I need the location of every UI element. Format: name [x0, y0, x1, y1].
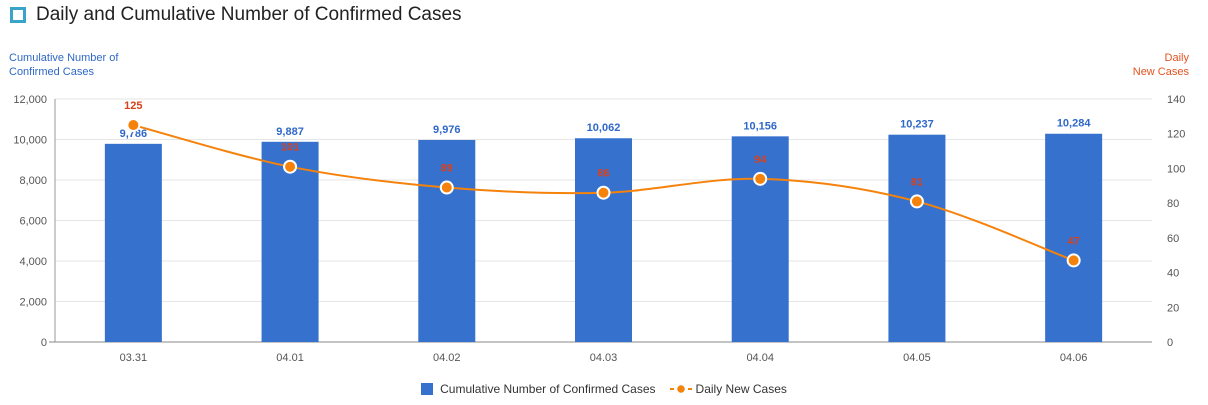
left-axis-tick-label: 10,000: [13, 135, 47, 147]
chart-title: Daily and Cumulative Number of Confirmed…: [36, 4, 462, 25]
left-axis-title: Cumulative Number of Confirmed Cases: [9, 52, 119, 78]
left-axis-tick-label: 4,000: [19, 256, 47, 268]
line-point-marker: [753, 171, 768, 186]
chart-header: Daily and Cumulative Number of Confirmed…: [10, 4, 462, 26]
legend-item-daily[interactable]: Daily New Cases: [669, 382, 787, 396]
bar-cumulative: [418, 139, 476, 342]
x-axis-tick-label: 04.06: [1060, 352, 1088, 364]
line-data-label: 86: [597, 168, 609, 180]
right-axis-tick-label: 60: [1167, 233, 1179, 245]
x-axis-tick-label: 04.02: [433, 352, 461, 364]
line-data-label: 101: [281, 142, 299, 154]
bar-cumulative: [1045, 133, 1103, 342]
bar-cumulative: [575, 138, 632, 342]
bar-swatch-icon: [421, 383, 434, 395]
right-axis-tick-label: 40: [1167, 268, 1179, 280]
line-point-marker: [1066, 253, 1081, 268]
bar-data-label: 10,062: [587, 122, 621, 134]
x-axis-tick-label: 04.01: [276, 352, 304, 364]
line-data-label: 47: [1068, 235, 1080, 247]
bar-cumulative: [731, 136, 789, 342]
bar-cumulative: [261, 141, 319, 342]
left-axis-tick-label: 8,000: [19, 175, 47, 187]
chart-legend: Cumulative Number of Confirmed Cases Dai…: [0, 382, 1208, 396]
x-axis-tick-label: 04.03: [590, 352, 618, 364]
bar-data-label: 9,887: [276, 126, 304, 138]
line-data-label: 89: [441, 163, 453, 175]
line-data-label: 94: [754, 154, 767, 166]
left-axis-tick-label: 0: [41, 337, 47, 349]
line-point-marker: [126, 118, 141, 133]
right-axis-tick-label: 120: [1167, 129, 1185, 141]
bar-data-label: 9,976: [433, 124, 461, 136]
bar-data-label: 10,284: [1057, 118, 1092, 130]
right-axis-title: Daily New Cases: [1132, 52, 1189, 78]
x-axis-tick-label: 04.04: [746, 352, 774, 364]
line-point-marker: [909, 194, 924, 209]
right-axis-tick-label: 140: [1167, 94, 1185, 106]
square-bullet-icon: [10, 7, 26, 23]
line-marker-swatch-icon: [669, 383, 692, 395]
line-point-marker: [596, 185, 611, 200]
right-axis-tick-label: 80: [1167, 198, 1179, 210]
x-axis-tick-label: 03.31: [120, 352, 148, 364]
bar-data-label: 9,786: [120, 128, 148, 140]
right-axis-tick-label: 20: [1167, 302, 1179, 314]
legend-item-cumulative[interactable]: Cumulative Number of Confirmed Cases: [421, 382, 656, 396]
legend-label-cumulative: Cumulative Number of Confirmed Cases: [440, 382, 656, 396]
left-axis-tick-label: 6,000: [19, 216, 47, 228]
line-point-marker: [439, 180, 454, 195]
line-data-label: 125: [124, 100, 142, 112]
x-axis-tick-label: 04.05: [903, 352, 931, 364]
legend-label-daily: Daily New Cases: [695, 382, 787, 396]
right-axis-tick-label: 0: [1167, 337, 1173, 349]
left-axis-tick-label: 2,000: [19, 297, 47, 309]
bar-cumulative: [104, 143, 162, 342]
bar-cumulative: [888, 134, 946, 342]
bar-data-label: 10,237: [900, 119, 934, 131]
right-axis-tick-label: 100: [1167, 163, 1185, 175]
line-data-label: 81: [911, 176, 923, 188]
bar-data-label: 10,156: [743, 120, 777, 132]
left-axis-tick-label: 12,000: [13, 94, 47, 106]
line-point-marker: [283, 159, 298, 174]
